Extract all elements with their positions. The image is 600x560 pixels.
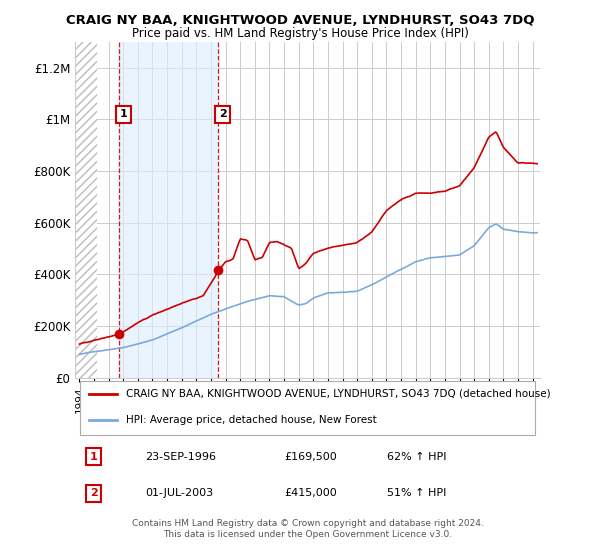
Text: HPI: Average price, detached house, New Forest: HPI: Average price, detached house, New … [126, 415, 377, 425]
Text: 62% ↑ HPI: 62% ↑ HPI [386, 451, 446, 461]
Text: CRAIG NY BAA, KNIGHTWOOD AVENUE, LYNDHURST, SO43 7DQ: CRAIG NY BAA, KNIGHTWOOD AVENUE, LYNDHUR… [66, 14, 534, 27]
Text: 1: 1 [120, 109, 128, 119]
Text: 1: 1 [90, 451, 97, 461]
FancyBboxPatch shape [80, 381, 535, 435]
Text: Contains HM Land Registry data © Crown copyright and database right 2024.
This d: Contains HM Land Registry data © Crown c… [131, 519, 484, 539]
Text: £169,500: £169,500 [284, 451, 337, 461]
Text: Price paid vs. HM Land Registry's House Price Index (HPI): Price paid vs. HM Land Registry's House … [131, 27, 469, 40]
Text: 51% ↑ HPI: 51% ↑ HPI [386, 488, 446, 498]
Text: 01-JUL-2003: 01-JUL-2003 [145, 488, 213, 498]
Text: CRAIG NY BAA, KNIGHTWOOD AVENUE, LYNDHURST, SO43 7DQ (detached house): CRAIG NY BAA, KNIGHTWOOD AVENUE, LYNDHUR… [126, 389, 551, 399]
Text: 2: 2 [219, 109, 227, 119]
Text: 23-SEP-1996: 23-SEP-1996 [145, 451, 216, 461]
Text: 2: 2 [90, 488, 97, 498]
Text: £415,000: £415,000 [284, 488, 337, 498]
Bar [75, 42, 97, 377]
Bar [119, 42, 218, 377]
